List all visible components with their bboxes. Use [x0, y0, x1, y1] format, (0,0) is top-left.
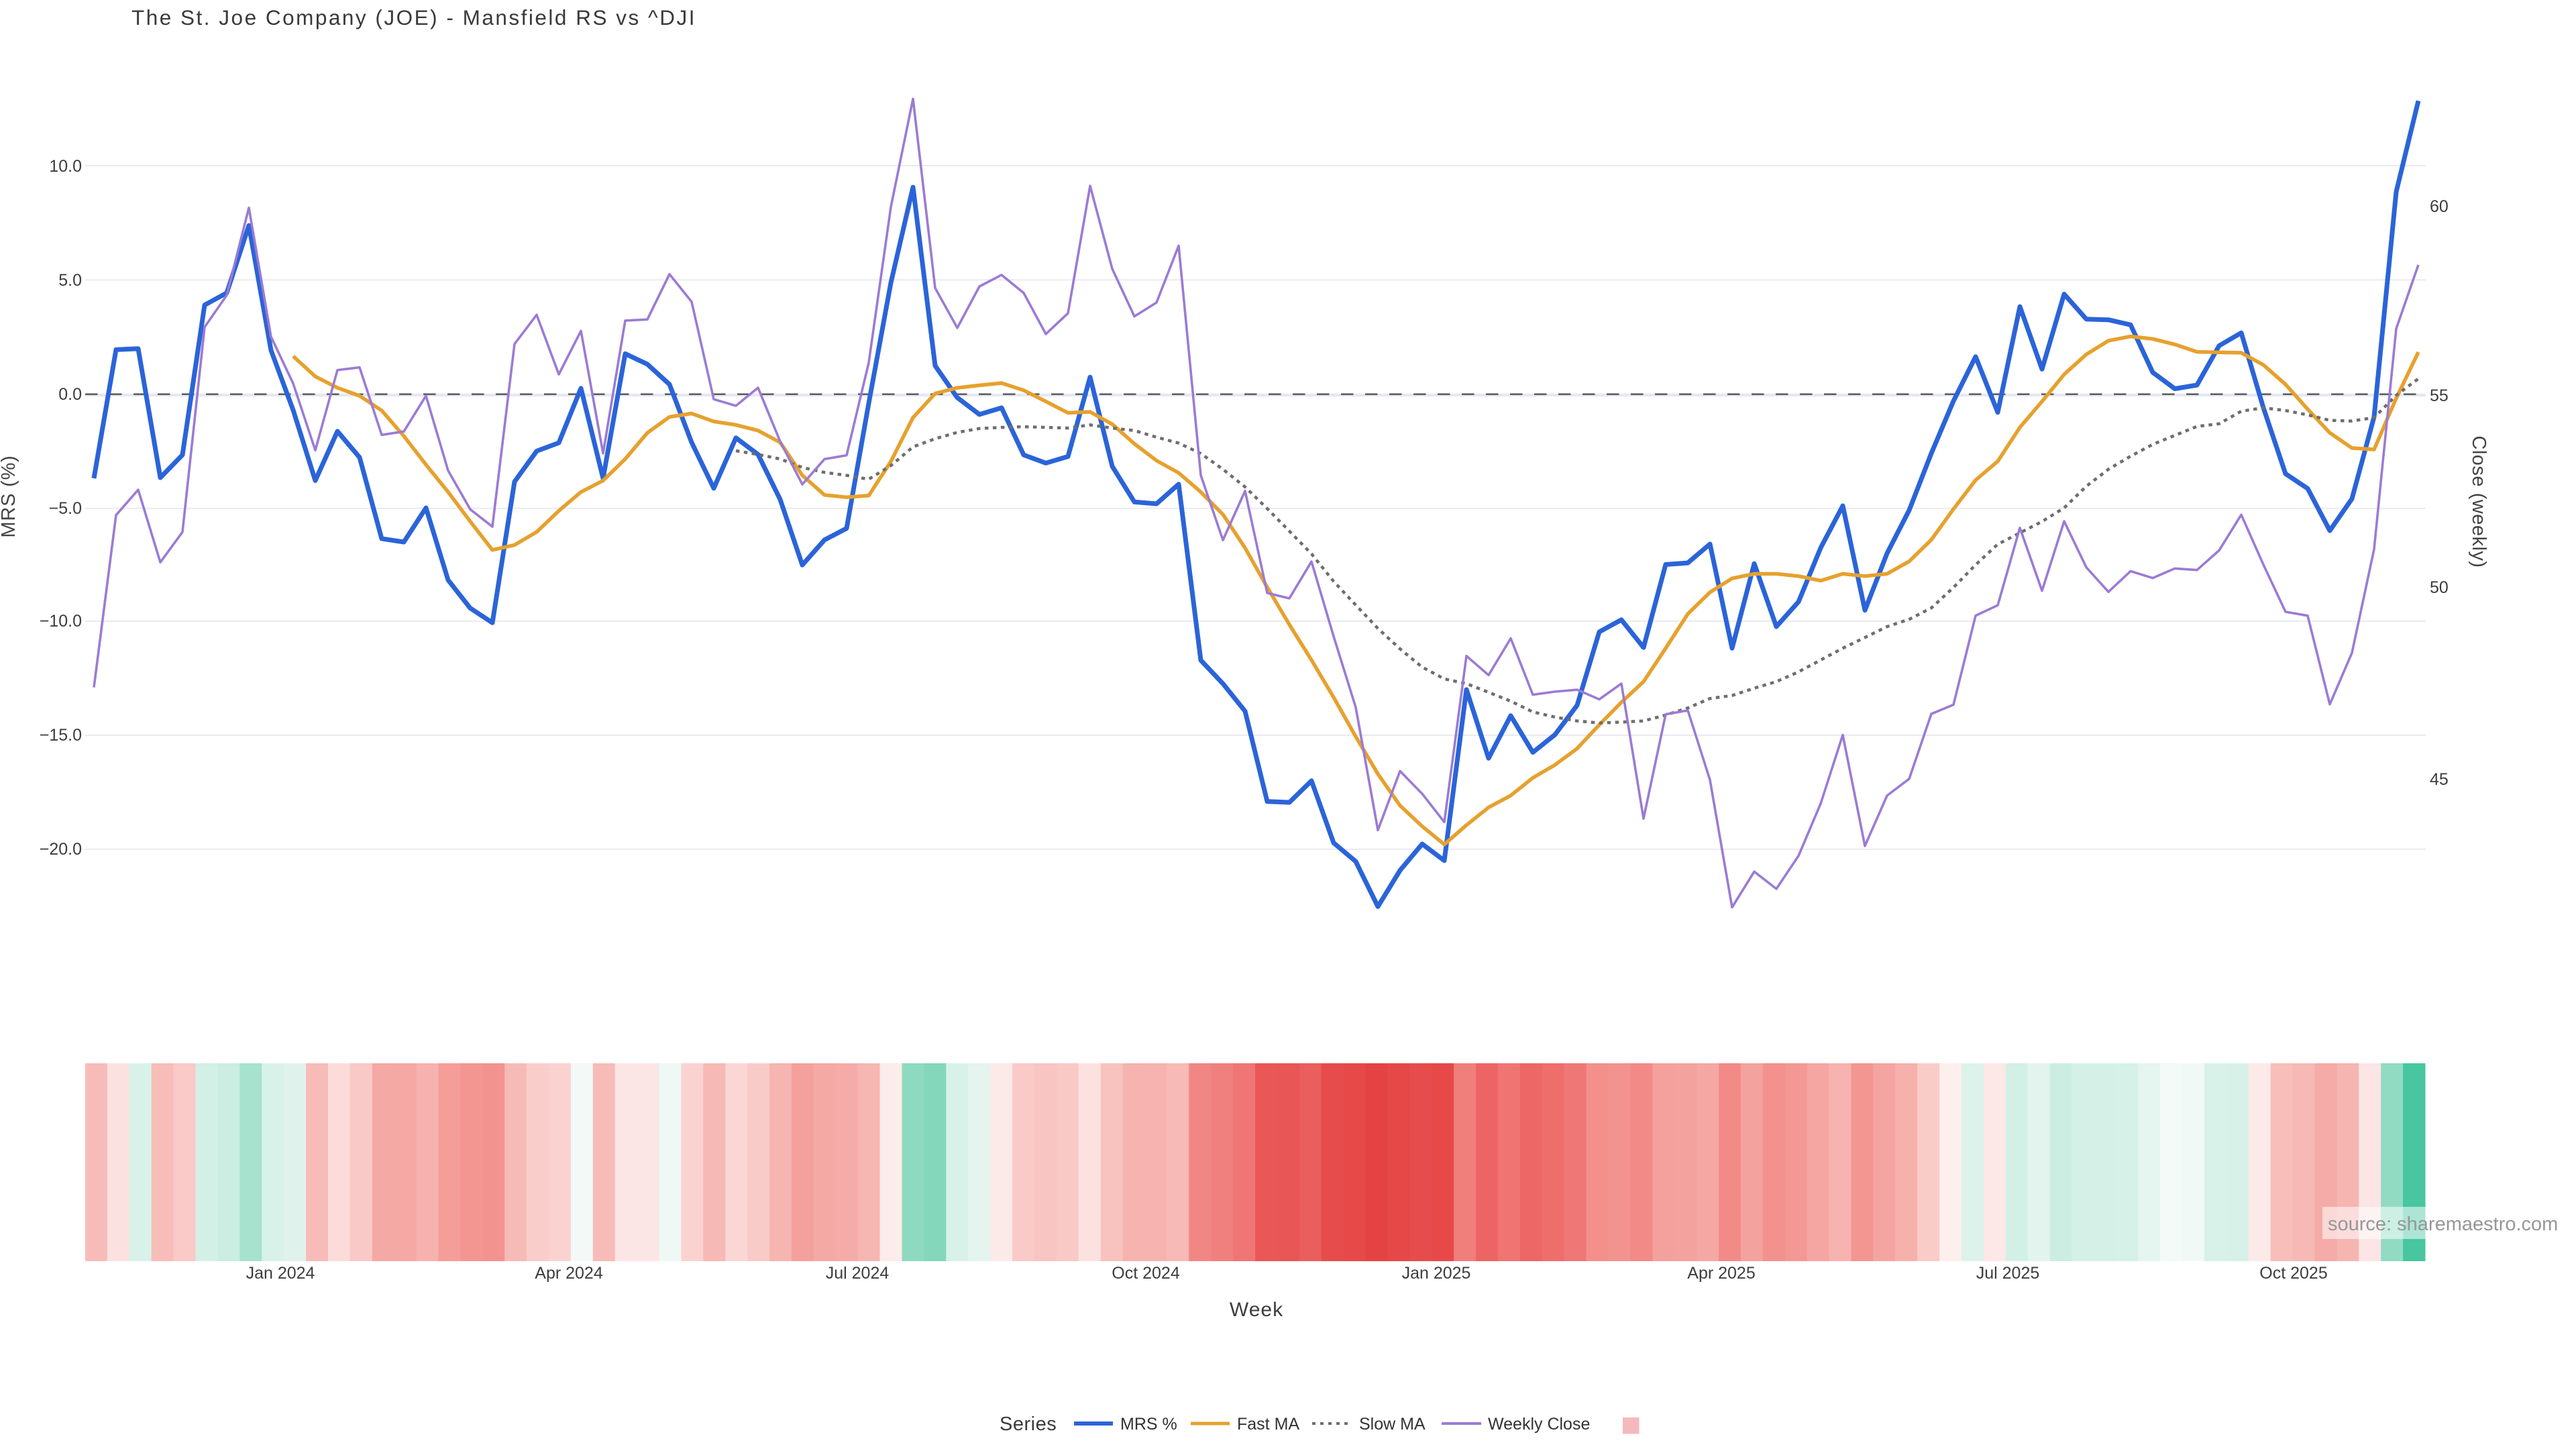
svg-text:−10.0: −10.0	[40, 612, 82, 631]
svg-text:55: 55	[2430, 386, 2449, 405]
svg-text:Jan 2025: Jan 2025	[1402, 1264, 1471, 1283]
svg-text:45: 45	[2430, 770, 2449, 789]
svg-text:Jul 2024: Jul 2024	[826, 1264, 890, 1283]
svg-text:60: 60	[2430, 197, 2449, 216]
svg-text:Apr 2025: Apr 2025	[1687, 1264, 1755, 1283]
svg-text:Apr 2024: Apr 2024	[535, 1264, 603, 1283]
svg-text:MRS (%): MRS (%)	[0, 455, 19, 537]
svg-text:MRS %: MRS %	[1120, 1415, 1177, 1434]
svg-text:Close (weekly): Close (weekly)	[2468, 435, 2489, 568]
svg-text:Jan 2024: Jan 2024	[246, 1264, 315, 1283]
svg-text:Weekly Close: Weekly Close	[1488, 1415, 1590, 1434]
svg-text:5.0: 5.0	[58, 271, 82, 290]
svg-text:50: 50	[2430, 578, 2449, 597]
svg-text:Oct 2025: Oct 2025	[2259, 1264, 2327, 1283]
svg-text:−15.0: −15.0	[40, 726, 82, 745]
svg-text:Series: Series	[1000, 1413, 1057, 1435]
svg-text:10.0: 10.0	[49, 157, 82, 176]
svg-text:Fast MA: Fast MA	[1237, 1415, 1299, 1434]
svg-text:0.0: 0.0	[58, 385, 82, 404]
svg-text:source: sharemaestro.com: source: sharemaestro.com	[2328, 1214, 2558, 1235]
svg-text:Slow MA: Slow MA	[1359, 1415, 1426, 1434]
svg-text:Week: Week	[1230, 1299, 1283, 1321]
svg-text:−5.0: −5.0	[49, 499, 82, 518]
svg-text:Jul 2025: Jul 2025	[1976, 1264, 2040, 1283]
svg-text:Oct 2024: Oct 2024	[1112, 1264, 1180, 1283]
svg-text:−20.0: −20.0	[40, 840, 82, 859]
svg-text:The St. Joe Company (JOE) - Ma: The St. Joe Company (JOE) - Mansfield RS…	[131, 5, 696, 30]
